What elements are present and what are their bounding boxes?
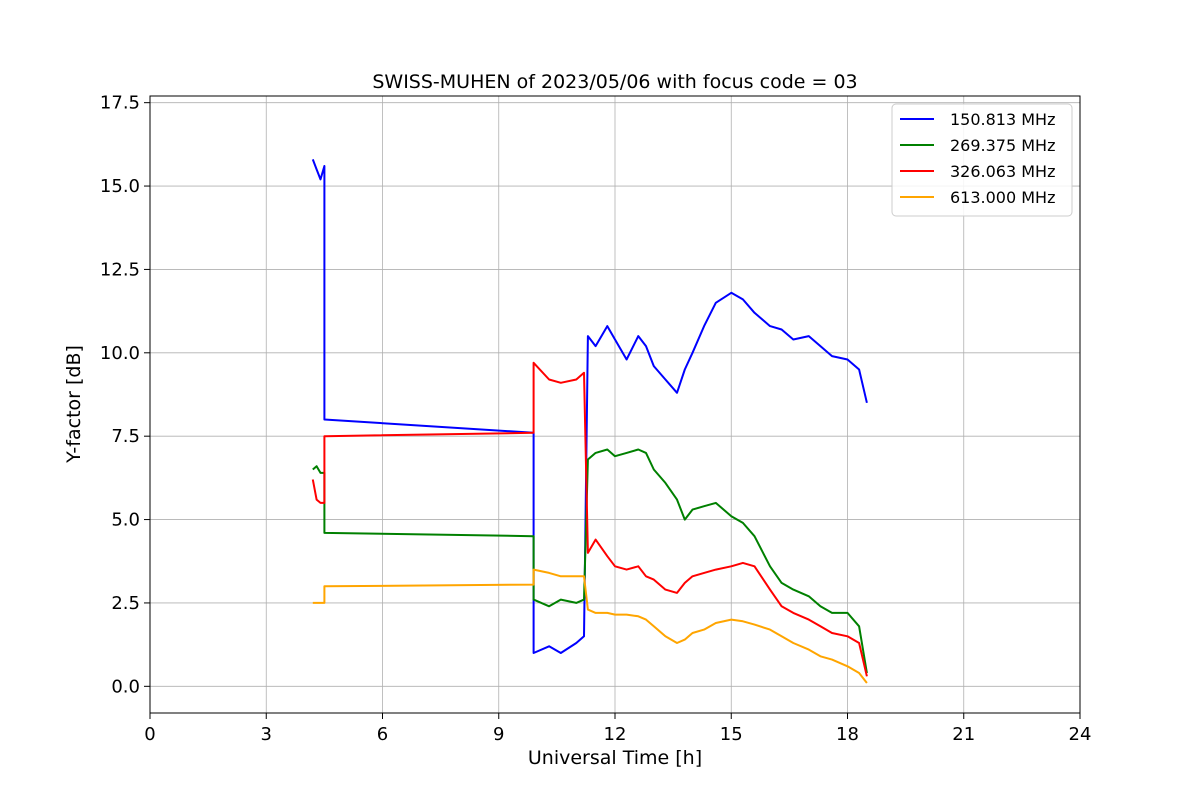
y-tick-label: 15.0 [100,176,140,197]
legend-entry: 326.063 MHz [950,162,1055,181]
x-tick-label: 15 [720,724,743,745]
x-axis-ticks: 0 3 6 9 12 15 18 21 24 [144,713,1091,745]
chart-title: SWISS-MUHEN of 2023/05/06 with focus cod… [372,71,857,93]
series-line-4 [312,568,868,684]
series-line-2 [312,448,868,674]
y-tick-label: 7.5 [111,426,140,447]
legend-entry: 150.813 MHz [950,110,1055,129]
x-tick-label: 0 [144,724,155,745]
x-tick-label: 18 [836,724,859,745]
x-tick-label: 12 [604,724,627,745]
y-axis-label: Y-factor [dB] [63,345,85,464]
x-tick-label: 24 [1069,724,1092,745]
legend-entry: 269.375 MHz [950,136,1055,155]
y-tick-label: 5.0 [111,510,140,531]
legend-entry: 613.000 MHz [950,188,1055,207]
y-tick-label: 17.5 [100,93,140,114]
x-tick-label: 6 [377,724,388,745]
legend-box [891,103,1073,217]
series-lines [311,159,868,684]
y-tick-label: 10.0 [100,343,140,364]
x-tick-label: 21 [952,724,975,745]
y-tick-label: 2.5 [111,593,140,614]
series-line-3 [311,361,868,677]
y-tick-label: 12.5 [100,259,140,280]
x-tick-label: 9 [493,724,504,745]
series-line-1 [311,159,868,654]
legend: 150.813 MHz 269.375 MHz 326.063 MHz 613.000… [891,103,1073,217]
x-tick-label: 3 [261,724,272,745]
y-tick-label: 0.0 [111,676,140,697]
x-axis-label: Universal Time [h] [528,747,702,769]
y-axis-ticks: 0.0 2.5 5.0 7.5 10.0 12.5 15.0 17.5 [100,93,150,697]
